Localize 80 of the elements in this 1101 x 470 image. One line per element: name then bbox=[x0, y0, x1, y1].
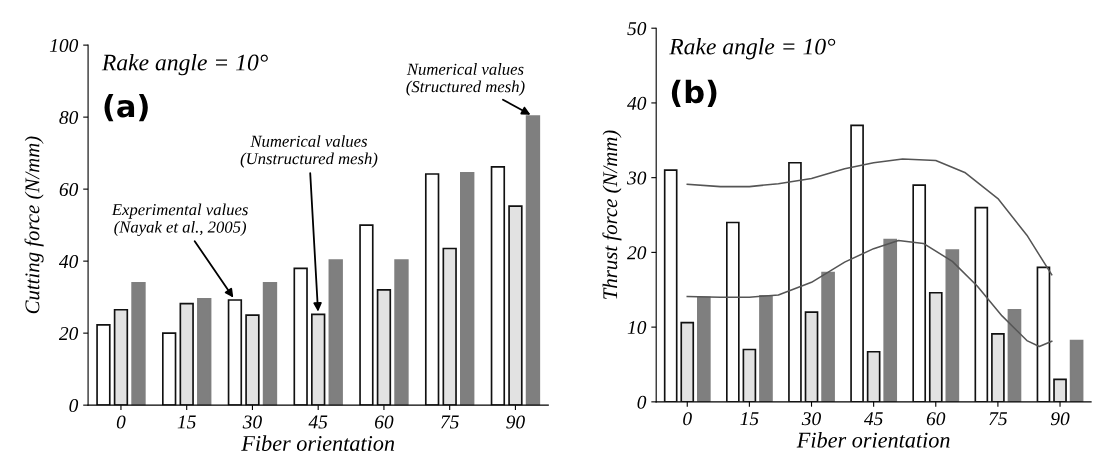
bar bbox=[725, 221, 740, 402]
bar bbox=[508, 205, 523, 406]
y-tick-label: 80 bbox=[59, 110, 79, 125]
bar bbox=[328, 259, 343, 406]
x-tick-label: 30 bbox=[242, 415, 262, 429]
bar bbox=[912, 184, 927, 402]
x-tick-label: 75 bbox=[989, 412, 1008, 426]
bar bbox=[928, 291, 943, 402]
bar bbox=[759, 294, 773, 402]
y-axis-title: Thrust force (N/mm) bbox=[602, 130, 622, 299]
bar bbox=[490, 165, 506, 406]
annotation: (a) bbox=[104, 93, 148, 122]
bar bbox=[821, 271, 835, 402]
bar bbox=[525, 115, 541, 406]
bar bbox=[394, 259, 409, 406]
bar bbox=[113, 308, 129, 406]
bar bbox=[179, 302, 194, 406]
x-axis-title: Fiber orientation bbox=[796, 431, 950, 448]
bar bbox=[788, 161, 802, 402]
bar bbox=[131, 281, 146, 406]
bar bbox=[945, 249, 960, 402]
bar bbox=[262, 281, 278, 406]
bar bbox=[1007, 309, 1022, 402]
bar bbox=[974, 206, 989, 402]
annotation: Rake angle = 10° bbox=[101, 53, 268, 76]
line-series bbox=[686, 158, 1053, 276]
x-tick-label: 60 bbox=[926, 412, 946, 426]
bar bbox=[883, 238, 898, 402]
x-tick-label: 90 bbox=[1050, 412, 1070, 426]
bar bbox=[245, 314, 260, 406]
y-tick-label: 20 bbox=[627, 246, 647, 260]
x-tick-label: 90 bbox=[506, 415, 525, 429]
bar bbox=[680, 321, 695, 402]
x-tick-label: 75 bbox=[441, 415, 459, 429]
y-axis-title: Cutting force (N/mm) bbox=[24, 136, 44, 314]
y-tick-label: 30 bbox=[627, 171, 647, 185]
x-axis-title: Fiber orientation bbox=[241, 435, 395, 451]
bar bbox=[161, 332, 177, 406]
bar bbox=[991, 333, 1005, 402]
y-tick-label: 40 bbox=[627, 96, 647, 110]
bar bbox=[850, 124, 864, 402]
bar bbox=[293, 267, 308, 406]
annotation: (b) bbox=[671, 79, 717, 107]
bar bbox=[1053, 378, 1067, 402]
bar bbox=[804, 311, 819, 402]
bar bbox=[197, 298, 212, 406]
y-tick-label: 50 bbox=[627, 22, 647, 36]
bar bbox=[663, 169, 678, 402]
bar bbox=[696, 296, 711, 402]
x-tick-label: 15 bbox=[177, 415, 196, 429]
y-tick-label: 0 bbox=[69, 398, 79, 413]
y-tick-label: 60 bbox=[59, 182, 79, 197]
bar bbox=[742, 348, 757, 402]
y-tick-label: 40 bbox=[58, 254, 79, 269]
bar bbox=[96, 324, 111, 406]
bar bbox=[1069, 339, 1084, 402]
x-tick-label: 45 bbox=[308, 415, 328, 429]
annotation: Rake angle = 10° bbox=[669, 37, 836, 60]
bar bbox=[424, 173, 440, 406]
x-tick-label: 60 bbox=[375, 415, 394, 429]
bar bbox=[442, 247, 457, 406]
bar bbox=[376, 289, 392, 406]
bar bbox=[460, 172, 475, 406]
y-tick-label: 20 bbox=[58, 326, 79, 341]
bar bbox=[227, 299, 243, 406]
annotation: Numerical values (Unstructured mesh) bbox=[240, 135, 378, 168]
x-tick-label: 0 bbox=[683, 412, 692, 426]
bar bbox=[1036, 266, 1051, 402]
x-tick-label: 30 bbox=[801, 412, 821, 426]
x-tick-label: 45 bbox=[863, 412, 883, 426]
line-series bbox=[686, 239, 1053, 348]
y-tick-label: 100 bbox=[49, 38, 79, 53]
bar bbox=[359, 224, 374, 406]
x-tick-label: 15 bbox=[740, 412, 759, 426]
y-tick-label: 10 bbox=[627, 320, 647, 335]
annotation: Numerical values (Structured mesh) bbox=[406, 63, 525, 96]
y-tick-label: 0 bbox=[637, 395, 647, 409]
annotation: Experimental values (Nayak et al., 2005) bbox=[111, 203, 248, 237]
x-tick-label: 0 bbox=[116, 415, 126, 429]
bar bbox=[866, 350, 881, 402]
